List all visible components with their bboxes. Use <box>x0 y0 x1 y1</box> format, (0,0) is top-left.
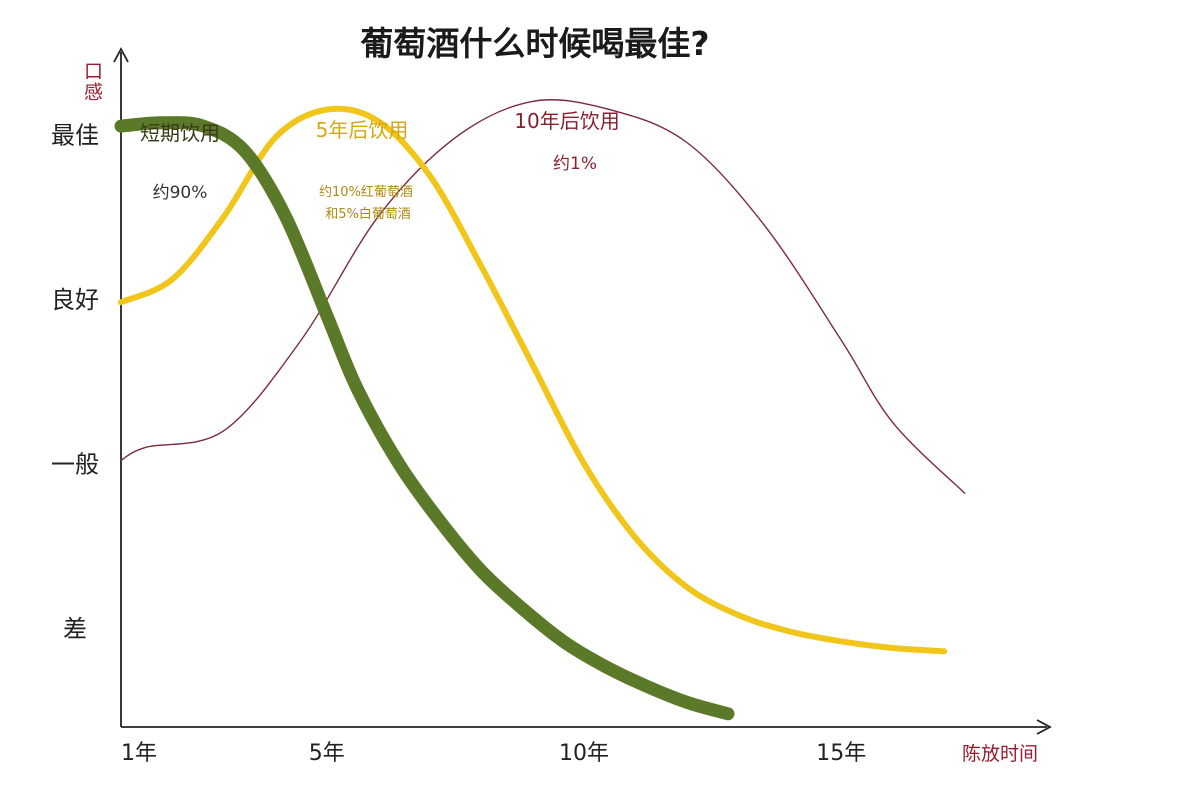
x-tick-labels: 1年 5年 10年 15年 <box>121 741 866 766</box>
x-axis-arrow <box>1036 719 1052 735</box>
chart-title: 葡萄酒什么时候喝最佳? <box>360 24 709 63</box>
annotation-5-years-share: 约10%红葡萄酒 和5%白葡萄酒 <box>319 184 417 222</box>
y-tick-label: 良好 <box>51 286 99 314</box>
y-axis-label: 口感 <box>81 61 103 103</box>
annotation-10-years-share: 约1% <box>553 154 597 174</box>
series-line-5-years <box>118 105 948 655</box>
x-tick-label: 1年 <box>121 741 157 766</box>
series-label-5-years: 5年后饮用 <box>316 118 409 142</box>
x-tick-label: 5年 <box>309 741 345 766</box>
series-line-short-term <box>114 116 735 721</box>
x-axis-label: 陈放时间 <box>962 743 1038 765</box>
series-label-short-term: 短期饮用 <box>140 121 220 145</box>
y-tick-label: 一般 <box>51 451 99 479</box>
series-label-10-years: 10年后饮用 <box>514 109 619 133</box>
series-lines <box>114 99 966 721</box>
series-line-10-years <box>120 99 966 494</box>
annotation-short-term-share: 约90% <box>153 183 208 203</box>
y-tick-label: 最佳 <box>51 121 99 149</box>
x-tick-label: 10年 <box>559 741 609 766</box>
y-tick-label: 差 <box>63 615 87 643</box>
y-axis-arrow <box>113 47 129 63</box>
x-tick-label: 15年 <box>816 741 866 766</box>
